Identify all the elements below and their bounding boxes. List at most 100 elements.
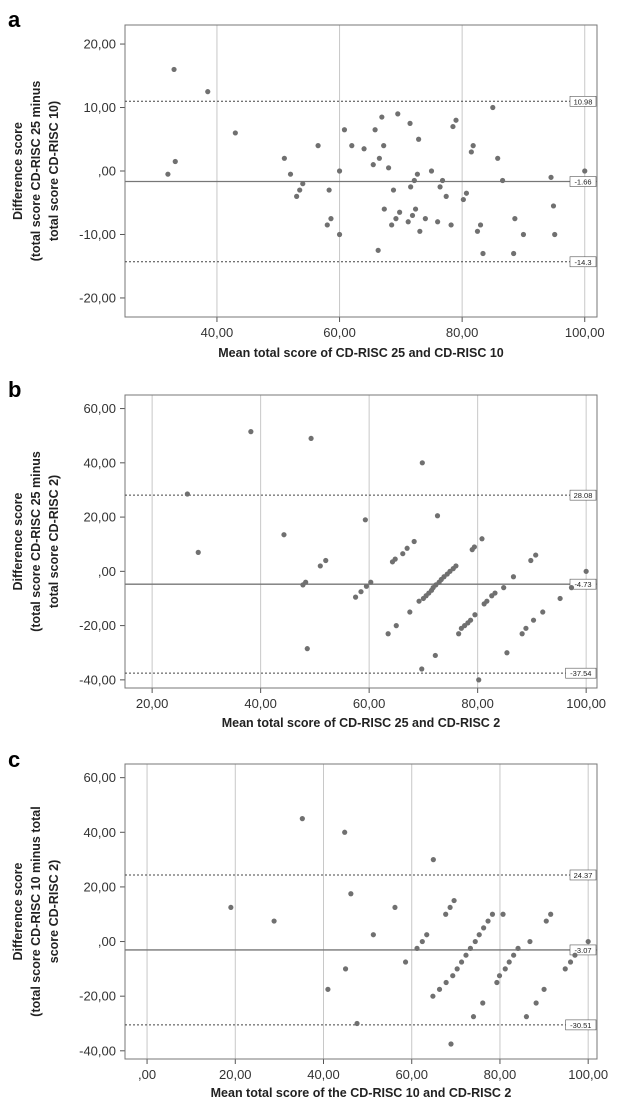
data-point (567, 959, 574, 965)
bland-altman-panel-c: c ,00 20,00 40,00 60,00 80,00 100,00 60,00 40,00… (0, 740, 617, 1111)
ref-line-label-box (565, 1019, 597, 1031)
data-point (287, 171, 294, 177)
x-tick-label: 60,00 (353, 696, 386, 711)
data-point (489, 911, 496, 917)
data-point (500, 177, 506, 184)
data-point (460, 196, 466, 203)
y-tick-label: -20,00 (79, 618, 116, 633)
ref-line-label: -1.66 (574, 178, 591, 187)
data-point (512, 216, 518, 222)
data-point (454, 966, 460, 972)
ref-line-label-box (569, 869, 597, 881)
panel-label: a (8, 7, 21, 32)
ref-line-label: -30.51 (570, 1021, 591, 1030)
data-point (336, 168, 343, 174)
data-point (443, 911, 449, 917)
data-point (448, 222, 454, 228)
data-point (195, 549, 201, 555)
data-point (510, 574, 517, 580)
data-point (414, 945, 420, 951)
data-point (543, 918, 549, 924)
data-point (375, 247, 381, 253)
x-tick-label: 100,00 (568, 1067, 608, 1082)
y-axis-label: total score CD-RISC 2) (47, 475, 61, 608)
y-tick-label: -40,00 (79, 672, 116, 687)
data-point (308, 435, 314, 442)
y-tick-label: -10,00 (79, 227, 116, 242)
data-point (548, 911, 554, 917)
data-point (393, 216, 399, 222)
bland-altman-chart-c: c ,00 20,00 40,00 60,00 80,00 100,00 60,00 40,00… (8, 747, 608, 1100)
y-tick-label: ,00 (98, 934, 116, 949)
plot-frame (124, 763, 598, 1060)
data-point (411, 177, 417, 184)
x-tick-label: 60,00 (323, 325, 356, 340)
data-point (165, 171, 171, 177)
data-point (471, 544, 477, 550)
data-point (480, 1000, 486, 1006)
data-point (530, 617, 537, 623)
plot-frame (124, 394, 598, 689)
ref-line-label: -37.54 (570, 669, 591, 678)
data-point (470, 143, 476, 149)
data-point (458, 959, 465, 965)
ref-line-label-box (565, 667, 597, 679)
x-tick-label: 60,00 (395, 1067, 428, 1082)
data-point (409, 212, 416, 219)
data-point (205, 89, 211, 95)
data-point (481, 925, 487, 931)
data-point (376, 155, 382, 161)
y-tick-label: ,00 (98, 164, 116, 179)
data-point (368, 579, 374, 585)
data-point (568, 585, 575, 591)
data-point (407, 120, 413, 126)
data-point (479, 536, 485, 542)
x-tick-label: 40,00 (244, 696, 277, 711)
data-point (248, 429, 254, 435)
ref-line-label-box (569, 256, 597, 268)
ref-line-label: 24.37 (574, 871, 593, 880)
y-tick-label: 40,00 (83, 455, 116, 470)
data-point (281, 532, 287, 538)
ref-line-label: -14.3 (574, 258, 591, 267)
data-point (385, 165, 392, 171)
data-point (496, 973, 503, 979)
data-point (363, 583, 370, 589)
data-point (336, 231, 343, 238)
data-point (381, 206, 387, 212)
y-axis-label: (total score CD-RISC 10 minus total (29, 806, 43, 1016)
ref-line-label: 10.98 (574, 97, 593, 106)
data-point (400, 551, 406, 557)
data-point (342, 966, 349, 972)
data-point (389, 222, 395, 228)
data-point (490, 104, 496, 111)
data-point (467, 945, 473, 951)
data-point (463, 190, 470, 196)
data-point (232, 130, 238, 136)
bland-altman-panel-a: a 40,00 60,00 80,00 100,00 20,00 10,00 ,00 -10,0… (0, 0, 617, 370)
data-point (583, 568, 589, 574)
data-point (299, 816, 305, 822)
y-axis-label: (total score CD-RISC 25 minus (29, 451, 43, 632)
data-point (348, 891, 354, 897)
ref-line-label-box (569, 176, 597, 187)
data-point (533, 552, 539, 558)
y-axis-label: Difference score (11, 122, 25, 220)
data-point (474, 228, 481, 234)
data-point (472, 612, 478, 618)
data-point (541, 986, 547, 992)
data-point (342, 829, 348, 835)
data-point (476, 932, 482, 938)
data-point (419, 938, 425, 945)
data-point (324, 222, 330, 228)
y-axis-label: (total score CD-RISC 25 minus (29, 81, 43, 262)
x-axis-label: Mean total score of CD-RISC 25 and CD-RI… (218, 346, 504, 360)
data-point (304, 646, 310, 652)
data-point (362, 517, 368, 523)
data-point (407, 609, 413, 615)
data-point (412, 206, 419, 212)
y-tick-label: 40,00 (83, 825, 116, 840)
data-point (472, 938, 478, 945)
data-point (456, 631, 462, 637)
data-point (417, 228, 423, 234)
